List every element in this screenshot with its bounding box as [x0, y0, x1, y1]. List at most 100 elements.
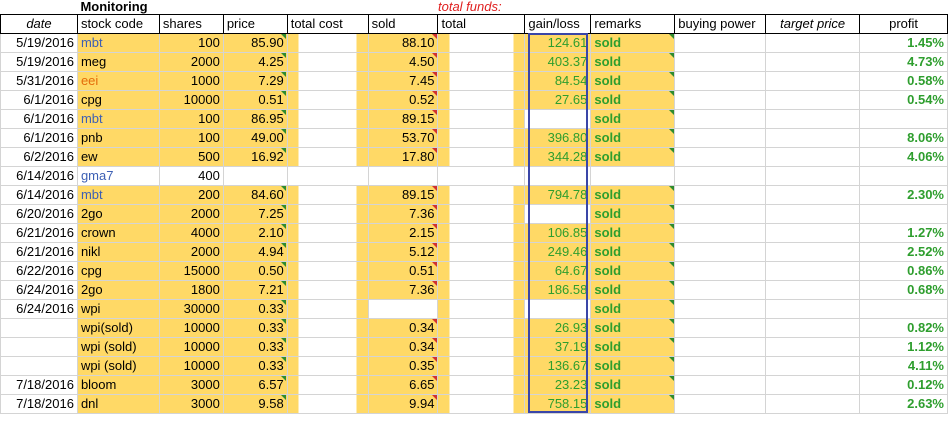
total-cost-cell[interactable]	[286, 89, 369, 110]
target-price-cell[interactable]	[765, 108, 861, 129]
remarks-cell[interactable]: sold	[590, 374, 676, 395]
shares-cell[interactable]: 100	[158, 127, 224, 148]
stock-code-cell[interactable]: pnb	[76, 127, 160, 148]
sold-cell[interactable]: 5.12	[367, 241, 439, 262]
buying-power-cell[interactable]	[674, 146, 767, 167]
header-sold[interactable]: sold	[367, 13, 439, 34]
sold-cell[interactable]	[367, 165, 439, 186]
gain-loss-cell[interactable]: 396.80	[524, 127, 592, 148]
total-cost-cell[interactable]	[286, 355, 369, 376]
target-price-cell[interactable]	[765, 146, 861, 167]
price-cell[interactable]: 84.60	[222, 184, 288, 205]
gain-loss-cell[interactable]	[524, 298, 592, 319]
total-cell[interactable]	[437, 317, 526, 338]
buying-power-cell[interactable]	[674, 222, 767, 243]
stock-code-cell[interactable]: wpi (sold)	[76, 355, 160, 376]
buying-power-cell[interactable]	[674, 260, 767, 281]
date-cell[interactable]: 6/21/2016	[0, 222, 78, 243]
gain-loss-cell[interactable]: 26.93	[524, 317, 592, 338]
cell-title-0[interactable]	[1, 0, 78, 14]
total-cost-cell[interactable]	[286, 51, 369, 72]
cell-title-3[interactable]	[223, 0, 287, 14]
gain-loss-cell[interactable]: 37.19	[524, 336, 592, 357]
gain-loss-cell[interactable]	[524, 165, 592, 186]
target-price-cell[interactable]	[765, 241, 861, 262]
profit-cell[interactable]: 4.06%	[859, 146, 948, 167]
date-cell[interactable]: 5/31/2016	[0, 70, 78, 91]
cell-title-11[interactable]	[860, 0, 948, 14]
gain-loss-cell[interactable]: 106.85	[524, 222, 592, 243]
shares-cell[interactable]: 10000	[158, 89, 224, 110]
remarks-cell[interactable]: sold	[590, 355, 676, 376]
price-cell[interactable]: 9.58	[222, 393, 288, 414]
price-cell[interactable]: 86.95	[222, 108, 288, 129]
total-cell[interactable]	[437, 279, 526, 300]
date-cell[interactable]: 6/1/2016	[0, 127, 78, 148]
total-cost-cell[interactable]	[286, 260, 369, 281]
shares-cell[interactable]: 2000	[158, 241, 224, 262]
stock-code-cell[interactable]: eei	[76, 70, 160, 91]
header-date[interactable]: date	[0, 13, 78, 34]
date-cell[interactable]: 6/1/2016	[0, 89, 78, 110]
profit-cell[interactable]	[859, 165, 948, 186]
target-price-cell[interactable]	[765, 70, 861, 91]
buying-power-cell[interactable]	[674, 89, 767, 110]
stock-code-cell[interactable]: mbt	[76, 32, 160, 53]
cell-title-9[interactable]	[675, 0, 766, 14]
stock-code-cell[interactable]: mbt	[76, 108, 160, 129]
target-price-cell[interactable]	[765, 203, 861, 224]
price-cell[interactable]: 16.92	[222, 146, 288, 167]
price-cell[interactable]: 7.29	[222, 70, 288, 91]
total-cell[interactable]	[437, 127, 526, 148]
total-cost-cell[interactable]	[286, 165, 369, 186]
stock-code-cell[interactable]: nikl	[76, 241, 160, 262]
total-cost-cell[interactable]	[286, 317, 369, 338]
shares-cell[interactable]: 10000	[158, 355, 224, 376]
total-cell[interactable]	[437, 70, 526, 91]
shares-cell[interactable]: 4000	[158, 222, 224, 243]
price-cell[interactable]: 4.25	[222, 51, 288, 72]
shares-cell[interactable]: 500	[158, 146, 224, 167]
gain-loss-cell[interactable]	[524, 108, 592, 129]
buying-power-cell[interactable]	[674, 51, 767, 72]
price-cell[interactable]: 0.33	[222, 317, 288, 338]
price-cell[interactable]: 0.50	[222, 260, 288, 281]
price-cell[interactable]: 0.33	[222, 355, 288, 376]
total-cost-cell[interactable]	[286, 336, 369, 357]
sold-cell[interactable]: 7.36	[367, 203, 439, 224]
sold-cell[interactable]: 17.80	[367, 146, 439, 167]
date-cell[interactable]: 7/18/2016	[0, 393, 78, 414]
target-price-cell[interactable]	[765, 374, 861, 395]
price-cell[interactable]	[222, 165, 288, 186]
target-price-cell[interactable]	[765, 260, 861, 281]
sold-cell[interactable]: 6.65	[367, 374, 439, 395]
total-cell[interactable]	[437, 51, 526, 72]
header-total-cost[interactable]: total cost	[286, 13, 369, 34]
remarks-cell[interactable]: sold	[590, 260, 676, 281]
buying-power-cell[interactable]	[674, 374, 767, 395]
price-cell[interactable]: 0.51	[222, 89, 288, 110]
gain-loss-cell[interactable]: 794.78	[524, 184, 592, 205]
shares-cell[interactable]: 100	[158, 32, 224, 53]
total-cost-cell[interactable]	[286, 70, 369, 91]
price-cell[interactable]: 49.00	[222, 127, 288, 148]
sold-cell[interactable]: 7.36	[367, 279, 439, 300]
cell-title-2[interactable]	[159, 0, 223, 14]
remarks-cell[interactable]	[590, 165, 676, 186]
total-cost-cell[interactable]	[286, 127, 369, 148]
stock-code-cell[interactable]: ew	[76, 146, 160, 167]
total-cost-cell[interactable]	[286, 32, 369, 53]
stock-code-cell[interactable]: meg	[76, 51, 160, 72]
stock-code-cell[interactable]: wpi (sold)	[76, 336, 160, 357]
total-cost-cell[interactable]	[286, 184, 369, 205]
shares-cell[interactable]: 3000	[158, 374, 224, 395]
target-price-cell[interactable]	[765, 317, 861, 338]
buying-power-cell[interactable]	[674, 317, 767, 338]
buying-power-cell[interactable]	[674, 355, 767, 376]
profit-cell[interactable]: 0.54%	[859, 89, 948, 110]
sold-cell[interactable]	[367, 298, 439, 319]
target-price-cell[interactable]	[765, 51, 861, 72]
remarks-cell[interactable]: sold	[590, 32, 676, 53]
stock-code-cell[interactable]: wpi(sold)	[76, 317, 160, 338]
target-price-cell[interactable]	[765, 32, 861, 53]
